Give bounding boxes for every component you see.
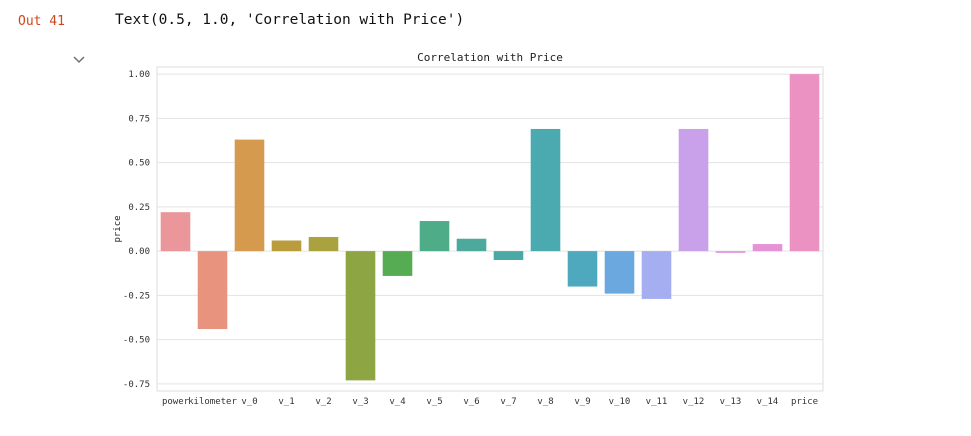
bars-group bbox=[160, 74, 820, 381]
bar-v_0 bbox=[234, 139, 265, 252]
bar-v_6 bbox=[456, 238, 487, 252]
bar-v_10 bbox=[604, 251, 635, 294]
bar-v_8 bbox=[530, 128, 561, 252]
y-tick-label: 1.00 bbox=[128, 70, 150, 80]
output-text: Text(0.5, 1.0, 'Correlation with Price') bbox=[115, 12, 465, 28]
x-tick-label: price bbox=[791, 397, 818, 407]
y-tick-label: -0.75 bbox=[123, 380, 150, 390]
y-tick-label: 0.25 bbox=[128, 203, 150, 213]
chart-title: Correlation with Price bbox=[417, 51, 563, 64]
x-tick-label: kilometer bbox=[188, 397, 237, 407]
bar-v_3 bbox=[345, 251, 376, 381]
x-tick-label: v_9 bbox=[574, 397, 590, 407]
bar-v_9 bbox=[567, 251, 598, 287]
x-tick-label: v_14 bbox=[757, 397, 779, 407]
chevron-down-icon[interactable] bbox=[72, 51, 86, 64]
bar-v_11 bbox=[641, 251, 672, 299]
bar-v_5 bbox=[419, 221, 450, 252]
bar-kilometer bbox=[197, 251, 228, 330]
y-axis-ticks: 1.00 0.75 0.50 0.25 0.00 -0.25 -0.50 -0.75 bbox=[123, 70, 150, 390]
x-tick-label: v_8 bbox=[537, 397, 553, 407]
plot-area bbox=[156, 66, 824, 392]
x-tick-label: v_7 bbox=[500, 397, 516, 407]
x-tick-label: v_12 bbox=[683, 397, 705, 407]
bar-v_2 bbox=[308, 236, 339, 252]
x-tick-label: v_0 bbox=[241, 397, 257, 407]
bar-v_14 bbox=[752, 244, 783, 252]
output-prompt-label: Out 41 bbox=[18, 14, 65, 29]
y-axis-label: price bbox=[113, 215, 123, 242]
x-tick-label: v_5 bbox=[426, 397, 442, 407]
bar-v_13 bbox=[715, 251, 746, 253]
bar-v_1 bbox=[271, 240, 302, 252]
x-tick-label: v_2 bbox=[315, 397, 331, 407]
y-tick-label: -0.25 bbox=[123, 291, 150, 301]
y-tick-label: 0.75 bbox=[128, 114, 150, 124]
x-tick-label: v_11 bbox=[646, 397, 668, 407]
bar-v_4 bbox=[382, 251, 413, 276]
y-tick-label: 0.50 bbox=[128, 159, 150, 169]
x-tick-label: v_6 bbox=[463, 397, 479, 407]
bar-power bbox=[160, 212, 191, 252]
x-tick-label: v_10 bbox=[609, 397, 631, 407]
y-tick-label: -0.50 bbox=[123, 336, 150, 346]
x-tick-label: v_4 bbox=[389, 397, 405, 407]
bar-price bbox=[789, 74, 820, 252]
bar-v_12 bbox=[678, 128, 709, 252]
grid-lines bbox=[157, 73, 823, 385]
bar-v_7 bbox=[493, 251, 524, 260]
x-tick-label: v_13 bbox=[720, 397, 742, 407]
x-axis-ticks: power kilometer v_0 v_1 v_2 v_3 v_4 v_5 v_6 v_7 v_… bbox=[162, 397, 818, 407]
x-tick-label: v_3 bbox=[352, 397, 368, 407]
x-tick-label: v_1 bbox=[278, 397, 294, 407]
y-tick-label: 0.00 bbox=[128, 247, 150, 257]
x-tick-label: power bbox=[162, 397, 190, 407]
